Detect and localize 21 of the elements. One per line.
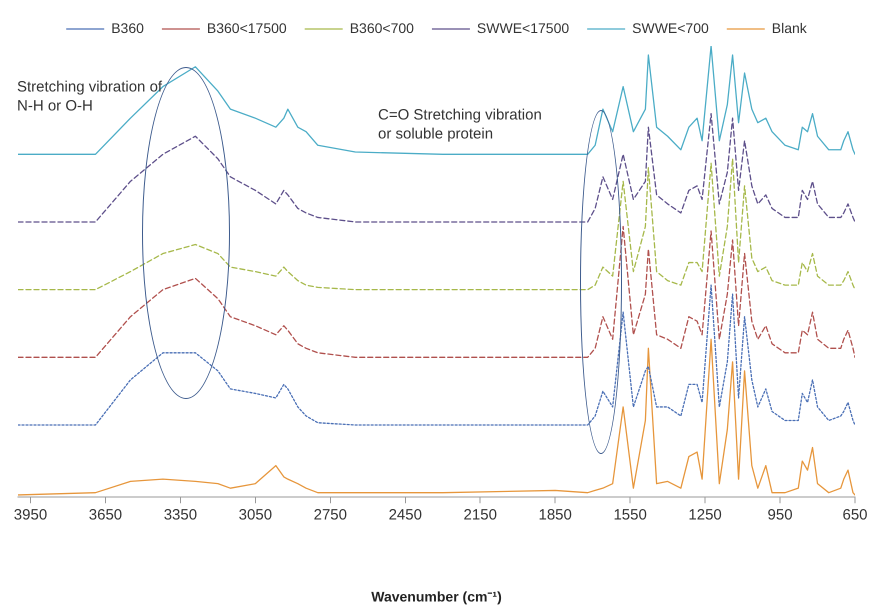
annotation: Stretching vibration of N-H or O-H [17,78,163,115]
x-tick-label: 1550 [613,506,647,524]
annotation: C=O Stretching vibration or soluble protein [378,106,542,143]
x-tick-label: 950 [768,506,793,524]
legend-label: B360<700 [350,20,414,36]
x-tick-label: 1250 [688,506,722,524]
x-tick-label: 3050 [238,506,272,524]
x-tick-label: 3350 [164,506,198,524]
legend-label: Blank [772,20,808,36]
x-tick-label: 1850 [538,506,572,524]
x-tick-label: 2750 [314,506,347,524]
x-tick-label: 2450 [388,506,422,524]
x-axis-title: Wavenumber (cm⁻¹) [371,588,502,604]
x-tick-label: 3650 [88,506,122,524]
legend-label: B360<17500 [206,20,287,36]
legend-label: B360 [111,20,144,36]
legend-label: SWWE<700 [632,20,709,36]
x-tick-label: 2150 [464,506,497,524]
x-tick-label: 3950 [14,506,48,524]
legend-label: SWWE<17500 [476,20,570,36]
x-tick-label: 650 [842,506,868,524]
